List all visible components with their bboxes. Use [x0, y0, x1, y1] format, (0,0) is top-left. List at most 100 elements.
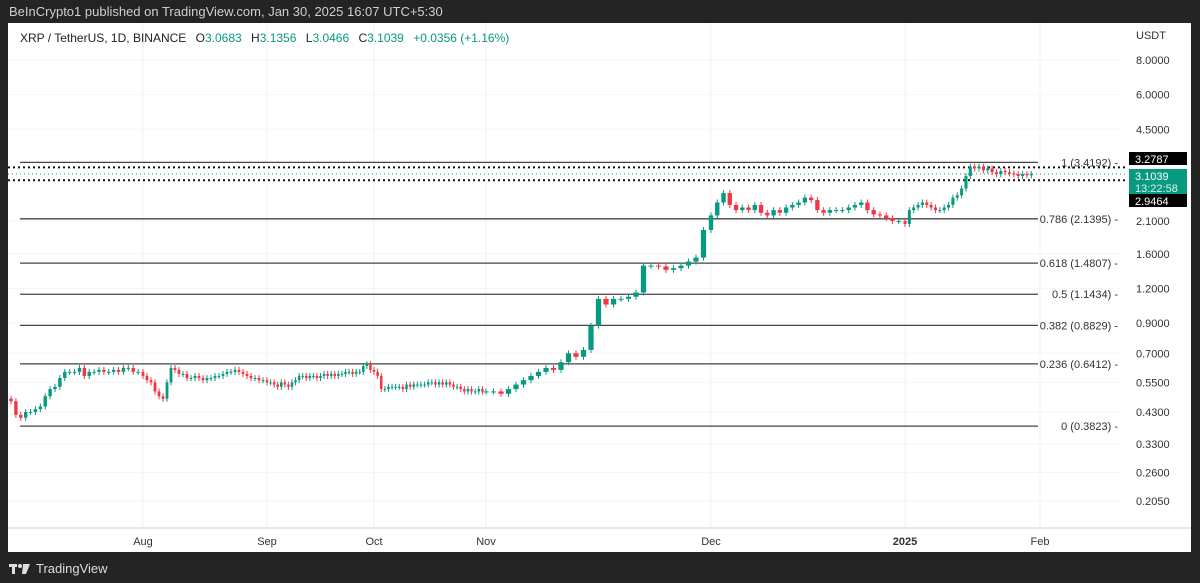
candle-up	[640, 265, 647, 293]
candle-up	[700, 229, 707, 258]
candle-up	[229, 371, 233, 373]
candle-down	[19, 414, 23, 418]
open-value: 3.0683	[204, 31, 242, 45]
candle-up	[859, 202, 864, 205]
candle-down	[727, 193, 732, 205]
candle-down	[241, 371, 245, 374]
candle-down	[141, 371, 145, 376]
candle-up	[121, 367, 126, 372]
candle-down	[765, 212, 770, 216]
x-tick-label: Aug	[133, 536, 153, 548]
high-value: 3.1356	[259, 31, 297, 45]
y-tick-label: 4.5000	[1136, 124, 1170, 136]
candle-up	[365, 364, 369, 366]
candle-up	[337, 373, 340, 376]
candle-up	[329, 373, 333, 376]
candle-up	[455, 386, 459, 388]
candle-up	[23, 411, 28, 418]
candlestick-chart[interactable]: Aug Sep Oct Nov Dec 2025 Feb 8.0000 6.0000 4.5000…	[8, 23, 1191, 552]
candle-up	[189, 378, 193, 380]
candle-up	[398, 386, 401, 388]
candle-down	[550, 367, 557, 370]
x-tick-label: Feb	[1031, 536, 1050, 548]
candle-up	[964, 176, 968, 189]
candle-up	[107, 371, 111, 373]
candle-up	[308, 375, 312, 379]
candle-up	[344, 371, 347, 374]
candle-down	[376, 371, 379, 376]
y-tick-label: 0.9000	[1136, 318, 1170, 330]
price-tag-label: 2.9464	[1135, 196, 1169, 208]
candle-up	[48, 389, 52, 397]
candle-down	[237, 369, 241, 372]
candle-up	[846, 207, 851, 211]
candle-up	[63, 371, 67, 379]
candle-up	[648, 265, 654, 267]
symbol-name[interactable]: XRP / TetherUS, 1D, BINANCE	[20, 31, 187, 45]
candle-down	[481, 389, 484, 392]
candle-up	[43, 396, 47, 407]
tradingview-logo-icon	[9, 563, 30, 574]
candle-down	[815, 200, 820, 211]
candle-up	[87, 371, 91, 376]
candle-up	[633, 292, 639, 297]
currency-label: USDT	[1136, 30, 1166, 42]
candle-up	[678, 265, 684, 269]
candle-up	[740, 207, 745, 211]
candle-down	[994, 172, 998, 175]
candle-down	[326, 373, 329, 376]
candle-down	[157, 391, 161, 397]
candle-up	[528, 375, 534, 381]
y-tick-label: 2.1000	[1136, 216, 1170, 228]
candle-up	[752, 204, 757, 211]
candle-up	[802, 197, 808, 203]
candle-up	[38, 406, 43, 410]
candle-up	[437, 382, 441, 385]
candle-up	[896, 221, 901, 223]
candle-down	[14, 401, 18, 415]
candle-up	[610, 298, 617, 305]
candle-up	[543, 367, 549, 372]
candle-down	[408, 384, 412, 387]
footer-brand: TradingView	[9, 561, 108, 576]
candle-up	[490, 391, 497, 393]
price-tag-label: 3.2787	[1135, 154, 1169, 166]
candle-down	[865, 202, 870, 211]
candle-down	[1025, 174, 1029, 176]
candle-up	[390, 386, 394, 388]
open-label: O	[195, 31, 205, 45]
candle-down	[201, 378, 205, 381]
fib-level-label: 0.786 (2.1395) -	[1040, 214, 1119, 226]
candle-up	[565, 353, 572, 363]
candle-down	[304, 375, 308, 379]
candle-up	[169, 367, 173, 383]
fib-level-label: 0.5 (1.1434) -	[1052, 289, 1118, 301]
candle-down	[733, 204, 739, 211]
candle-down	[573, 353, 579, 357]
close-label: C	[358, 31, 368, 45]
candle-down	[283, 382, 287, 385]
candle-down	[777, 210, 783, 213]
y-tick-label: 0.5500	[1136, 377, 1170, 389]
y-tick-label: 8.0000	[1136, 55, 1170, 67]
chart-panel[interactable]: Aug Sep Oct Nov Dec 2025 Feb 8.0000 6.0000 4.5000…	[8, 23, 1191, 552]
candle-up	[852, 204, 858, 208]
candle-up	[955, 195, 959, 198]
candle-down	[315, 375, 319, 379]
candle-down	[981, 166, 985, 171]
candle-up	[693, 257, 699, 262]
candle-down	[372, 369, 376, 372]
candle-up	[358, 371, 361, 373]
y-tick-label: 0.2050	[1136, 496, 1170, 508]
candle-down	[758, 204, 764, 213]
candle-up	[520, 380, 527, 385]
candle-down	[808, 197, 814, 201]
candle-up	[942, 207, 946, 211]
candle-up	[387, 386, 390, 390]
candle-up	[947, 204, 951, 208]
y-tick-label: 0.2600	[1136, 468, 1170, 480]
candle-down	[351, 371, 354, 374]
candle-up	[419, 384, 423, 386]
candle-up	[685, 261, 692, 266]
candle-down	[973, 166, 977, 169]
